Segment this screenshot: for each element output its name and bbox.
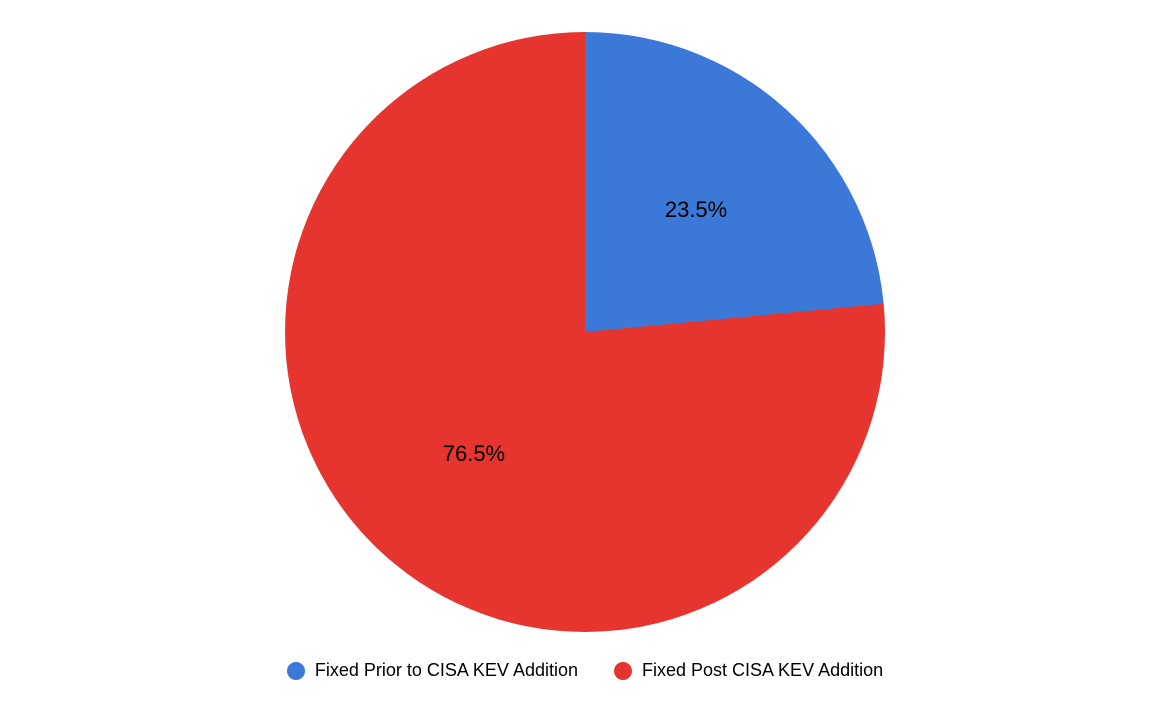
pie-area: 23.5% 76.5% bbox=[285, 32, 885, 632]
legend: Fixed Prior to CISA KEV Addition Fixed P… bbox=[287, 660, 883, 681]
slice-value-label: 76.5% bbox=[443, 441, 505, 467]
legend-label: Fixed Post CISA KEV Addition bbox=[642, 660, 883, 681]
legend-item: Fixed Post CISA KEV Addition bbox=[614, 660, 883, 681]
legend-swatch bbox=[614, 662, 632, 680]
chart-container: 23.5% 76.5% Fixed Prior to CISA KEV Addi… bbox=[0, 0, 1170, 723]
slice-value-label: 23.5% bbox=[665, 197, 727, 223]
legend-swatch bbox=[287, 662, 305, 680]
legend-label: Fixed Prior to CISA KEV Addition bbox=[315, 660, 578, 681]
legend-item: Fixed Prior to CISA KEV Addition bbox=[287, 660, 578, 681]
pie-chart bbox=[285, 32, 885, 632]
